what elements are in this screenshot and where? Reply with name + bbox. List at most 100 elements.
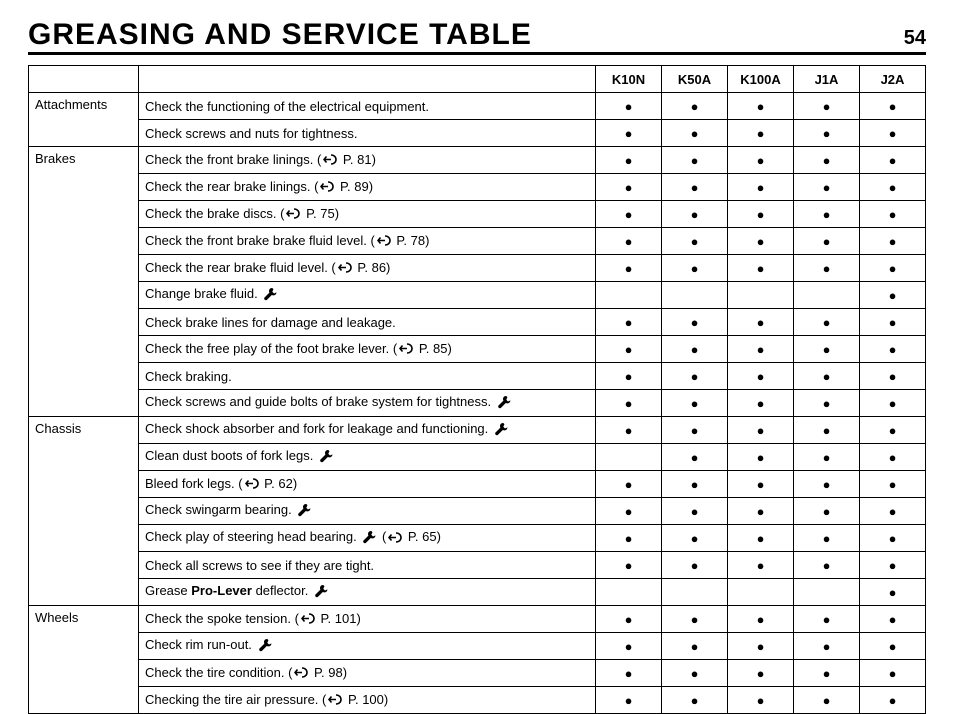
mark-cell: ● [860, 282, 926, 309]
col-k10n: K10N [596, 66, 662, 93]
table-row: Check brake lines for damage and leakage… [29, 309, 926, 336]
mark-cell: ● [860, 228, 926, 255]
mark-cell [794, 579, 860, 606]
tool-icon [497, 395, 511, 412]
page-title: GREASING AND SERVICE TABLE [28, 18, 532, 52]
service-table: K10N K50A K100A J1A J2A AttachmentsCheck… [28, 65, 926, 714]
mark-cell: ● [728, 120, 794, 147]
mark-cell: ● [662, 687, 728, 714]
task-cell: Check the front brake linings. ( P. 81) [139, 147, 596, 174]
mark-cell: ● [794, 228, 860, 255]
page-ref-icon [328, 693, 342, 708]
task-cell: Clean dust boots of fork legs. [139, 444, 596, 471]
mark-cell: ● [662, 390, 728, 417]
mark-cell [728, 282, 794, 309]
table-row: Check all screws to see if they are tigh… [29, 552, 926, 579]
mark-cell: ● [860, 579, 926, 606]
mark-cell: ● [728, 147, 794, 174]
task-cell: Check swingarm bearing. [139, 498, 596, 525]
mark-cell: ● [794, 363, 860, 390]
mark-cell: ● [596, 174, 662, 201]
mark-cell: ● [794, 201, 860, 228]
mark-cell: ● [860, 417, 926, 444]
mark-cell: ● [860, 525, 926, 552]
page-ref-icon [388, 531, 402, 546]
mark-cell [596, 579, 662, 606]
mark-cell: ● [728, 228, 794, 255]
page-number: 54 [904, 27, 926, 52]
mark-cell: ● [596, 471, 662, 498]
mark-cell: ● [596, 93, 662, 120]
mark-cell: ● [596, 552, 662, 579]
mark-cell: ● [794, 660, 860, 687]
table-row: Check braking.●●●●● [29, 363, 926, 390]
mark-cell: ● [662, 93, 728, 120]
tool-icon [314, 584, 328, 601]
mark-cell: ● [728, 633, 794, 660]
mark-cell: ● [794, 552, 860, 579]
table-row: Check the brake discs. ( P. 75)●●●●● [29, 201, 926, 228]
mark-cell: ● [596, 363, 662, 390]
table-row: Check the tire condition. ( P. 98)●●●●● [29, 660, 926, 687]
table-row: Bleed fork legs. ( P. 62)●●●●● [29, 471, 926, 498]
task-cell: Checking the tire air pressure. ( P. 100… [139, 687, 596, 714]
task-cell: Check the front brake brake fluid level.… [139, 228, 596, 255]
mark-cell: ● [794, 93, 860, 120]
mark-cell: ● [728, 525, 794, 552]
mark-cell: ● [728, 606, 794, 633]
mark-cell: ● [794, 444, 860, 471]
table-row: Check the rear brake linings. ( P. 89)●●… [29, 174, 926, 201]
mark-cell: ● [596, 633, 662, 660]
mark-cell: ● [662, 444, 728, 471]
page-ref-icon [320, 180, 334, 195]
tool-icon [297, 503, 311, 520]
mark-cell: ● [662, 633, 728, 660]
mark-cell: ● [728, 363, 794, 390]
table-row: Change brake fluid. ● [29, 282, 926, 309]
mark-cell: ● [728, 687, 794, 714]
mark-cell: ● [596, 525, 662, 552]
mark-cell [596, 444, 662, 471]
task-cell: Check all screws to see if they are tigh… [139, 552, 596, 579]
mark-cell: ● [596, 498, 662, 525]
task-cell: Check the functioning of the electrical … [139, 93, 596, 120]
task-cell: Bleed fork legs. ( P. 62) [139, 471, 596, 498]
mark-cell: ● [794, 525, 860, 552]
table-row: Check the free play of the foot brake le… [29, 336, 926, 363]
col-task [139, 66, 596, 93]
table-row: Check screws and guide bolts of brake sy… [29, 390, 926, 417]
mark-cell: ● [662, 174, 728, 201]
table-row: Check the rear brake fluid level. ( P. 8… [29, 255, 926, 282]
mark-cell: ● [794, 309, 860, 336]
mark-cell: ● [794, 417, 860, 444]
mark-cell: ● [662, 471, 728, 498]
task-cell: Check braking. [139, 363, 596, 390]
mark-cell: ● [662, 336, 728, 363]
table-row: Check the front brake brake fluid level.… [29, 228, 926, 255]
category-cell: Attachments [29, 93, 139, 147]
mark-cell: ● [794, 471, 860, 498]
mark-cell: ● [794, 336, 860, 363]
mark-cell: ● [662, 120, 728, 147]
mark-cell: ● [794, 174, 860, 201]
mark-cell: ● [860, 309, 926, 336]
task-cell: Check the tire condition. ( P. 98) [139, 660, 596, 687]
mark-cell: ● [662, 255, 728, 282]
task-cell: Check the brake discs. ( P. 75) [139, 201, 596, 228]
page-ref-icon [286, 207, 300, 222]
mark-cell: ● [860, 147, 926, 174]
table-row: Clean dust boots of fork legs. ●●●● [29, 444, 926, 471]
tool-icon [258, 638, 272, 655]
mark-cell [662, 282, 728, 309]
page-ref-icon [399, 342, 413, 357]
mark-cell [728, 579, 794, 606]
mark-cell: ● [728, 309, 794, 336]
tool-icon [263, 287, 277, 304]
mark-cell: ● [860, 201, 926, 228]
task-cell: Check play of steering head bearing. ( P… [139, 525, 596, 552]
page-ref-icon [301, 612, 315, 627]
tool-icon [319, 449, 333, 466]
page-ref-icon [323, 153, 337, 168]
category-cell: Chassis [29, 417, 139, 606]
mark-cell: ● [596, 606, 662, 633]
